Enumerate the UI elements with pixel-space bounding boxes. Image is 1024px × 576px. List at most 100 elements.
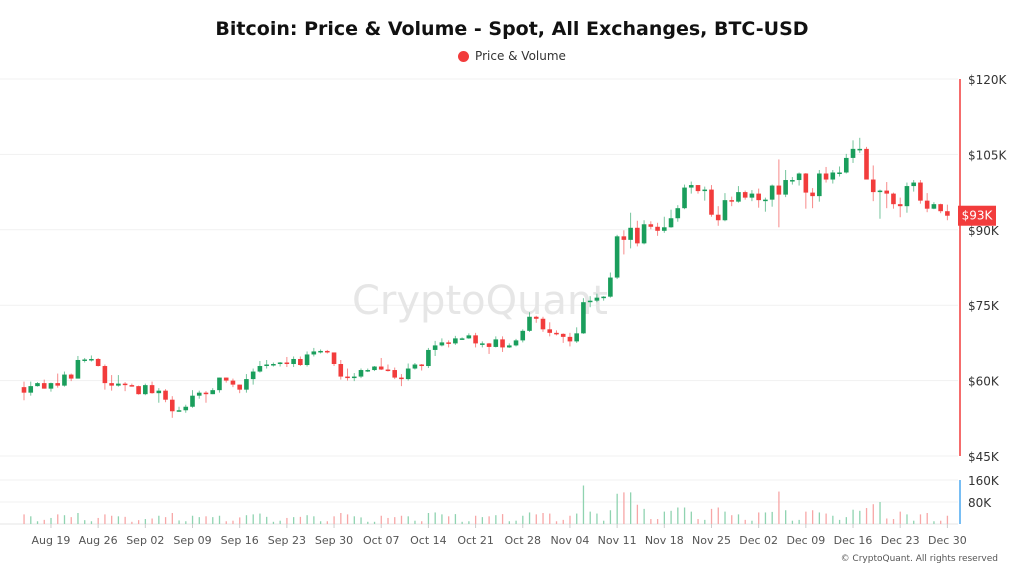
candle[interactable] <box>675 205 681 222</box>
volume-bar[interactable] <box>643 508 645 524</box>
volume-bar[interactable] <box>576 513 578 524</box>
candle[interactable] <box>790 177 795 185</box>
candle[interactable] <box>688 181 694 194</box>
volume-bar[interactable] <box>245 515 248 524</box>
candle[interactable] <box>756 188 761 208</box>
volume-bar[interactable] <box>886 518 888 525</box>
volume-bar[interactable] <box>104 514 106 524</box>
candle[interactable] <box>176 406 182 412</box>
candle[interactable] <box>702 186 708 201</box>
candle[interactable] <box>641 220 647 245</box>
volume-bar[interactable] <box>111 515 113 524</box>
candle[interactable] <box>560 333 566 343</box>
candle[interactable] <box>918 180 923 204</box>
candle[interactable] <box>769 184 775 207</box>
volume-bar[interactable] <box>616 493 618 524</box>
volume-bar[interactable] <box>414 520 416 524</box>
candle[interactable] <box>196 390 202 399</box>
candle[interactable] <box>75 355 81 379</box>
volume-bar[interactable] <box>899 511 901 524</box>
volume-bar[interactable] <box>23 514 25 524</box>
candle[interactable] <box>668 209 674 228</box>
volume-bar[interactable] <box>326 521 328 524</box>
candle[interactable] <box>837 166 842 177</box>
candle[interactable] <box>223 377 229 383</box>
candle[interactable] <box>116 375 121 387</box>
volume-bar[interactable] <box>481 517 484 524</box>
candle[interactable] <box>237 384 242 394</box>
candle[interactable] <box>891 192 896 209</box>
volume-bar[interactable] <box>306 515 308 524</box>
candle[interactable] <box>419 364 424 371</box>
volume-bar[interactable] <box>353 516 355 524</box>
candle[interactable] <box>244 374 249 393</box>
volume-bar[interactable] <box>656 519 659 524</box>
volume-bar[interactable] <box>825 513 827 524</box>
candle[interactable] <box>432 340 438 356</box>
volume-bar[interactable] <box>461 521 463 524</box>
candle[interactable] <box>149 381 155 394</box>
candle[interactable] <box>500 336 505 352</box>
volume-bar[interactable] <box>683 507 686 525</box>
candle[interactable] <box>857 137 863 153</box>
volume-bar[interactable] <box>474 515 477 524</box>
candle[interactable] <box>48 382 54 392</box>
volume-bar[interactable] <box>259 513 261 524</box>
candle[interactable] <box>587 296 593 308</box>
volume-bar[interactable] <box>239 517 241 524</box>
candle[interactable] <box>459 337 465 340</box>
volume-bar[interactable] <box>117 516 120 524</box>
volume-bar[interactable] <box>764 512 767 524</box>
volume-bar[interactable] <box>427 513 430 524</box>
candle[interactable] <box>776 159 782 228</box>
volume-bar[interactable] <box>670 510 672 524</box>
volume-bar[interactable] <box>731 515 733 524</box>
candle[interactable] <box>405 363 411 381</box>
volume-bar[interactable] <box>293 517 295 524</box>
volume-bar[interactable] <box>636 504 639 524</box>
volume-bar[interactable] <box>710 508 713 524</box>
volume-bar[interactable] <box>805 511 807 524</box>
candle[interactable] <box>742 190 748 200</box>
candle[interactable] <box>304 351 310 367</box>
volume-bar[interactable] <box>838 519 841 524</box>
candle[interactable] <box>945 204 950 221</box>
candle[interactable] <box>608 272 613 298</box>
candle[interactable] <box>729 196 734 207</box>
candle[interactable] <box>453 335 458 345</box>
candle[interactable] <box>614 234 620 280</box>
candle[interactable] <box>783 169 788 198</box>
volume-bar[interactable] <box>50 517 52 524</box>
volume-bar[interactable] <box>717 507 719 525</box>
candle[interactable] <box>345 368 350 381</box>
volume-bar[interactable] <box>495 515 497 524</box>
candle[interactable] <box>554 330 559 336</box>
volume-bar[interactable] <box>225 521 227 524</box>
volume-bar[interactable] <box>313 516 315 524</box>
candle[interactable] <box>325 349 330 354</box>
candle[interactable] <box>695 185 701 194</box>
candle[interactable] <box>749 190 755 202</box>
volume-bar[interactable] <box>164 517 167 524</box>
volume-bar[interactable] <box>144 519 147 524</box>
volume-bar[interactable] <box>124 516 126 524</box>
volume-bar[interactable] <box>488 516 490 524</box>
volume-bar[interactable] <box>441 514 443 524</box>
candle[interactable] <box>129 383 135 387</box>
candle[interactable] <box>810 188 815 209</box>
candle[interactable] <box>513 338 519 347</box>
candle[interactable] <box>547 322 553 337</box>
volume-bar[interactable] <box>832 515 834 524</box>
volume-bar[interactable] <box>171 513 173 524</box>
volume-bar[interactable] <box>286 517 288 524</box>
candle[interactable] <box>183 404 189 413</box>
candle[interactable] <box>904 182 910 213</box>
candle[interactable] <box>823 166 829 183</box>
candle[interactable] <box>378 357 384 371</box>
candle[interactable] <box>682 184 687 210</box>
volume-bar[interactable] <box>232 520 234 524</box>
volume-bar[interactable] <box>596 513 598 524</box>
volume-bar[interactable] <box>798 519 800 524</box>
volume-bar[interactable] <box>448 516 450 524</box>
volume-bar[interactable] <box>751 520 753 524</box>
